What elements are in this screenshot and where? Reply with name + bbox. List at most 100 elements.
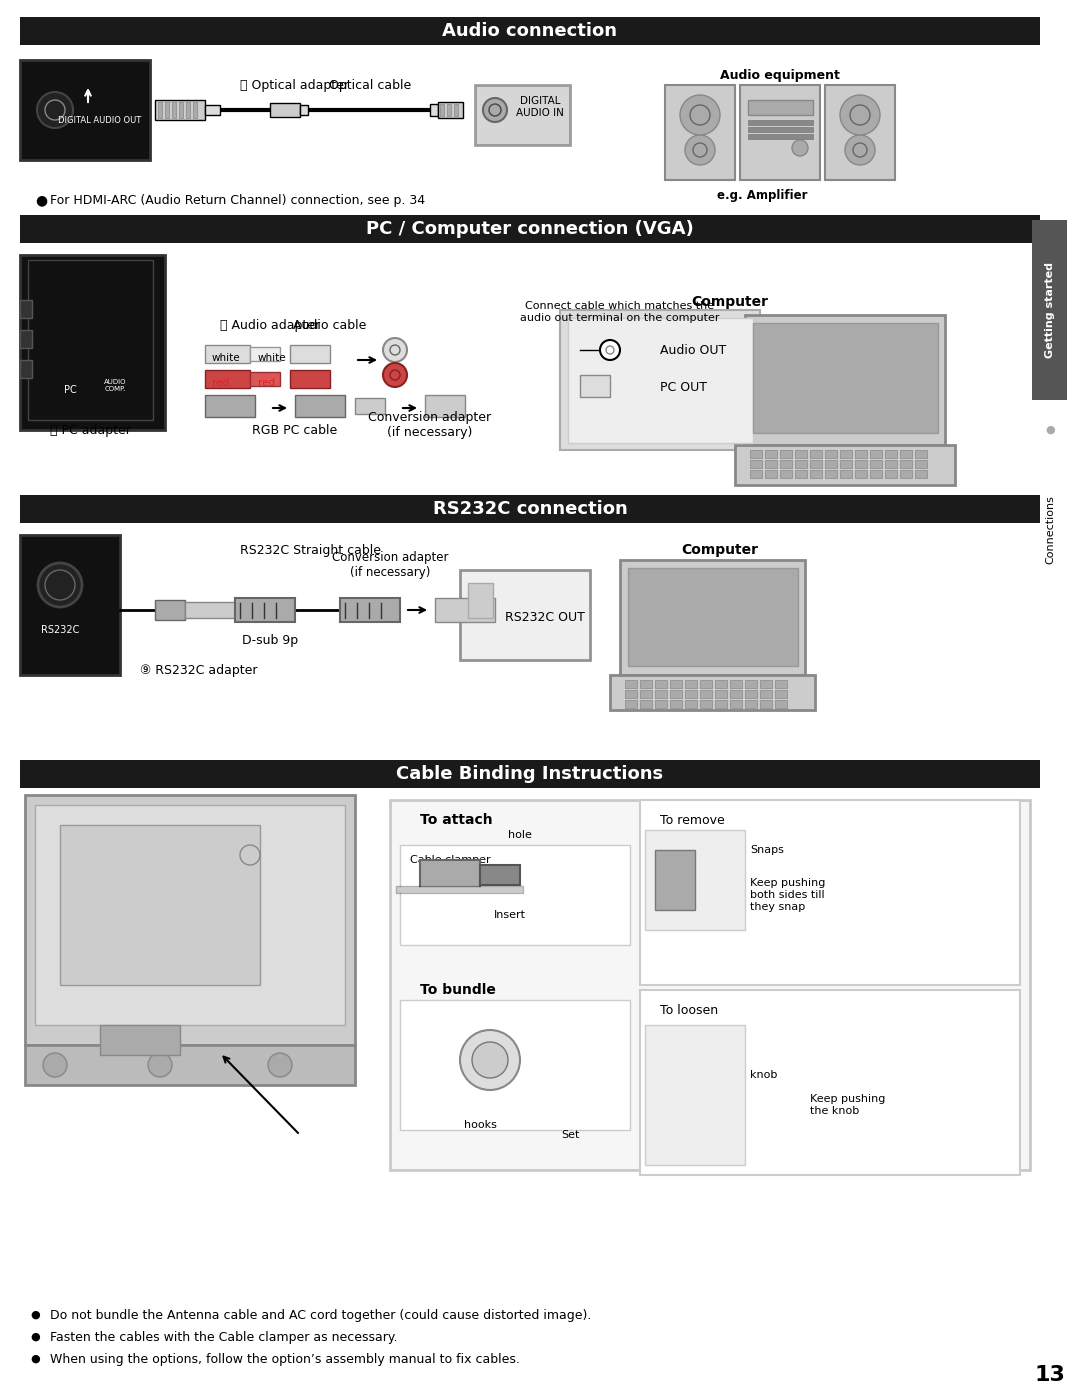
Text: PC OUT: PC OUT — [660, 380, 707, 394]
Bar — [765, 471, 777, 477]
Bar — [186, 101, 190, 118]
Bar — [885, 471, 897, 477]
Text: Snaps: Snaps — [750, 845, 784, 855]
Bar — [780, 459, 792, 468]
Text: To attach: To attach — [420, 813, 492, 827]
Bar — [291, 346, 330, 364]
Bar — [810, 450, 822, 458]
Text: RS232C OUT: RS232C OUT — [505, 611, 585, 623]
Text: Keep pushing
the knob: Keep pushing the knob — [810, 1094, 886, 1116]
Bar — [561, 310, 760, 450]
Bar — [915, 459, 927, 468]
Bar — [654, 700, 667, 708]
Text: To loosen: To loosen — [660, 1004, 718, 1016]
Text: RGB PC cable: RGB PC cable — [253, 423, 338, 436]
Bar — [1032, 221, 1067, 400]
Bar — [300, 105, 308, 115]
Bar — [775, 690, 787, 698]
Bar — [610, 675, 815, 711]
Bar — [435, 598, 495, 622]
Bar — [430, 104, 438, 117]
Bar — [28, 260, 153, 421]
Bar — [640, 990, 1020, 1176]
Bar — [640, 799, 1020, 985]
Text: Computer: Computer — [681, 543, 758, 557]
Bar — [855, 459, 867, 468]
Bar — [21, 496, 1040, 523]
Circle shape — [240, 845, 260, 865]
Text: hole: hole — [508, 830, 532, 840]
Bar — [900, 450, 912, 458]
Bar — [625, 700, 637, 708]
Bar — [840, 459, 852, 468]
Text: For HDMI-ARC (Audio Return Channel) connection, see p. 34: For HDMI-ARC (Audio Return Channel) conn… — [50, 193, 426, 207]
Bar — [670, 690, 681, 698]
Bar — [825, 459, 837, 468]
Bar — [765, 450, 777, 458]
Bar — [670, 680, 681, 688]
Bar — [715, 700, 727, 708]
Bar — [25, 1045, 355, 1085]
Bar — [745, 700, 757, 708]
Text: white: white — [258, 353, 286, 364]
Circle shape — [472, 1042, 508, 1078]
Bar — [468, 583, 492, 618]
Bar — [156, 600, 185, 620]
Bar — [249, 372, 280, 386]
Text: Optical cable: Optical cable — [329, 79, 411, 92]
Circle shape — [840, 94, 880, 135]
Bar — [825, 471, 837, 477]
Bar — [825, 85, 895, 180]
Bar — [885, 450, 897, 458]
Bar — [640, 680, 652, 688]
Bar — [21, 300, 32, 318]
Circle shape — [685, 135, 715, 165]
Circle shape — [792, 140, 808, 155]
Circle shape — [483, 99, 507, 122]
Text: ⑨ RS232C adapter: ⑨ RS232C adapter — [140, 663, 257, 676]
Bar — [21, 215, 1040, 243]
Bar — [193, 101, 197, 118]
Bar — [60, 824, 260, 985]
Bar — [840, 471, 852, 477]
Text: ●: ● — [30, 1332, 40, 1342]
Bar — [340, 598, 400, 622]
Bar — [795, 471, 807, 477]
Bar — [665, 85, 735, 180]
Text: To remove: To remove — [660, 813, 725, 826]
Text: Audio connection: Audio connection — [443, 22, 618, 40]
Bar — [460, 570, 590, 661]
Bar — [715, 690, 727, 698]
Bar — [750, 459, 762, 468]
Text: RS232C: RS232C — [41, 625, 79, 634]
Text: ●: ● — [30, 1310, 40, 1320]
Bar — [795, 459, 807, 468]
Circle shape — [268, 1053, 292, 1077]
Text: ●: ● — [35, 193, 48, 207]
Bar — [745, 690, 757, 698]
Text: Insert: Insert — [494, 911, 526, 920]
Bar — [885, 459, 897, 468]
Bar — [454, 104, 458, 117]
Bar — [700, 700, 712, 708]
Text: e.g. Amplifier: e.g. Amplifier — [717, 189, 807, 201]
Bar — [750, 471, 762, 477]
Bar — [440, 104, 444, 117]
Bar — [21, 330, 32, 348]
Bar — [205, 396, 255, 416]
Bar — [740, 85, 820, 180]
Bar — [420, 861, 480, 890]
Bar — [700, 680, 712, 688]
Text: D-sub 9p: D-sub 9p — [242, 633, 298, 647]
Bar — [870, 459, 882, 468]
Bar — [645, 830, 745, 930]
Bar — [625, 680, 637, 688]
Bar — [291, 371, 330, 389]
Bar — [475, 85, 570, 144]
Bar — [700, 690, 712, 698]
Bar — [825, 450, 837, 458]
Text: Getting started: Getting started — [1045, 262, 1055, 358]
Bar — [35, 805, 345, 1024]
Bar — [810, 471, 822, 477]
Bar — [870, 471, 882, 477]
